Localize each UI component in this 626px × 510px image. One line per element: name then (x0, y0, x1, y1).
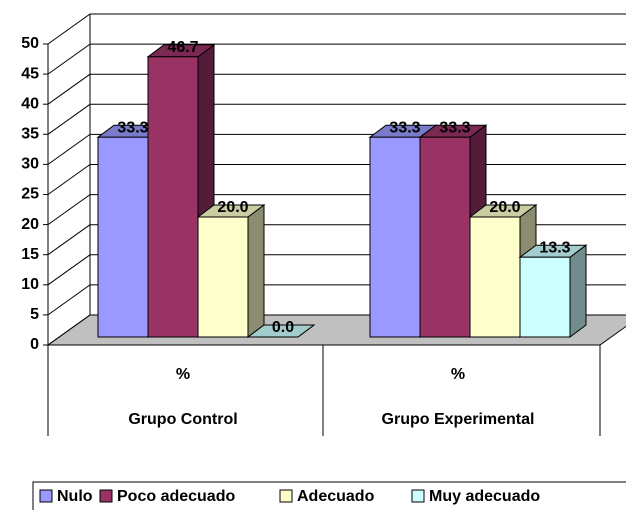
y-tick-label: 40 (21, 95, 39, 112)
legend-label: Adecuado (297, 488, 375, 505)
bar (519, 256, 571, 338)
data-label: 0.0 (272, 319, 294, 336)
legend-swatch (279, 489, 293, 503)
data-label: 20.0 (489, 199, 520, 216)
data-label: 33.3 (439, 119, 470, 136)
bar-side (247, 204, 265, 338)
bar (197, 216, 249, 338)
bar (469, 216, 521, 338)
legend-box (32, 481, 626, 510)
grid-line-side (47, 43, 91, 75)
grid-line-side (47, 133, 91, 165)
grid-line-side (47, 103, 91, 135)
grid-line-side (47, 164, 91, 195)
grid-line-side (47, 254, 91, 286)
x-sublabel: % (176, 366, 190, 383)
y-tick-label: 15 (21, 246, 39, 263)
bar (97, 136, 149, 338)
bar-side (569, 244, 587, 338)
grid-line-side (47, 284, 91, 316)
x-tick-label: Grupo Control (128, 411, 237, 428)
legend-label: Poco adecuado (117, 488, 235, 505)
y-tick-label: 35 (21, 126, 39, 143)
data-label: 13.3 (539, 239, 570, 256)
legend-swatch (99, 489, 113, 503)
y-tick-label: 20 (21, 216, 39, 233)
y-tick-label: 5 (30, 306, 39, 323)
legend-label: Nulo (57, 488, 93, 505)
bar (419, 136, 471, 338)
grid-line-side (47, 13, 91, 45)
y-tick-label: 10 (21, 276, 39, 293)
data-label: 33.3 (117, 119, 148, 136)
x-tick-label: Grupo Experimental (382, 411, 535, 428)
bar-top (246, 324, 316, 338)
y-tick-label: 0 (30, 336, 39, 353)
data-label: 46.7 (167, 39, 198, 56)
y-tick-label: 25 (21, 186, 39, 203)
grid-line-side (47, 314, 91, 346)
y-tick-label: 45 (21, 65, 39, 82)
grid-line-side (47, 73, 91, 105)
legend-swatch (411, 489, 425, 503)
x-sublabel: % (451, 366, 465, 383)
data-label: 33.3 (389, 119, 420, 136)
y-tick-label: 30 (21, 156, 39, 173)
y-tick-label: 50 (21, 35, 39, 52)
legend-label: Muy adecuado (429, 488, 540, 505)
grid-line-side (47, 224, 91, 256)
legend-swatch (39, 489, 53, 503)
data-label: 20.0 (217, 199, 248, 216)
bar (369, 136, 421, 338)
grid-line-side (47, 194, 91, 226)
bar (147, 56, 199, 338)
